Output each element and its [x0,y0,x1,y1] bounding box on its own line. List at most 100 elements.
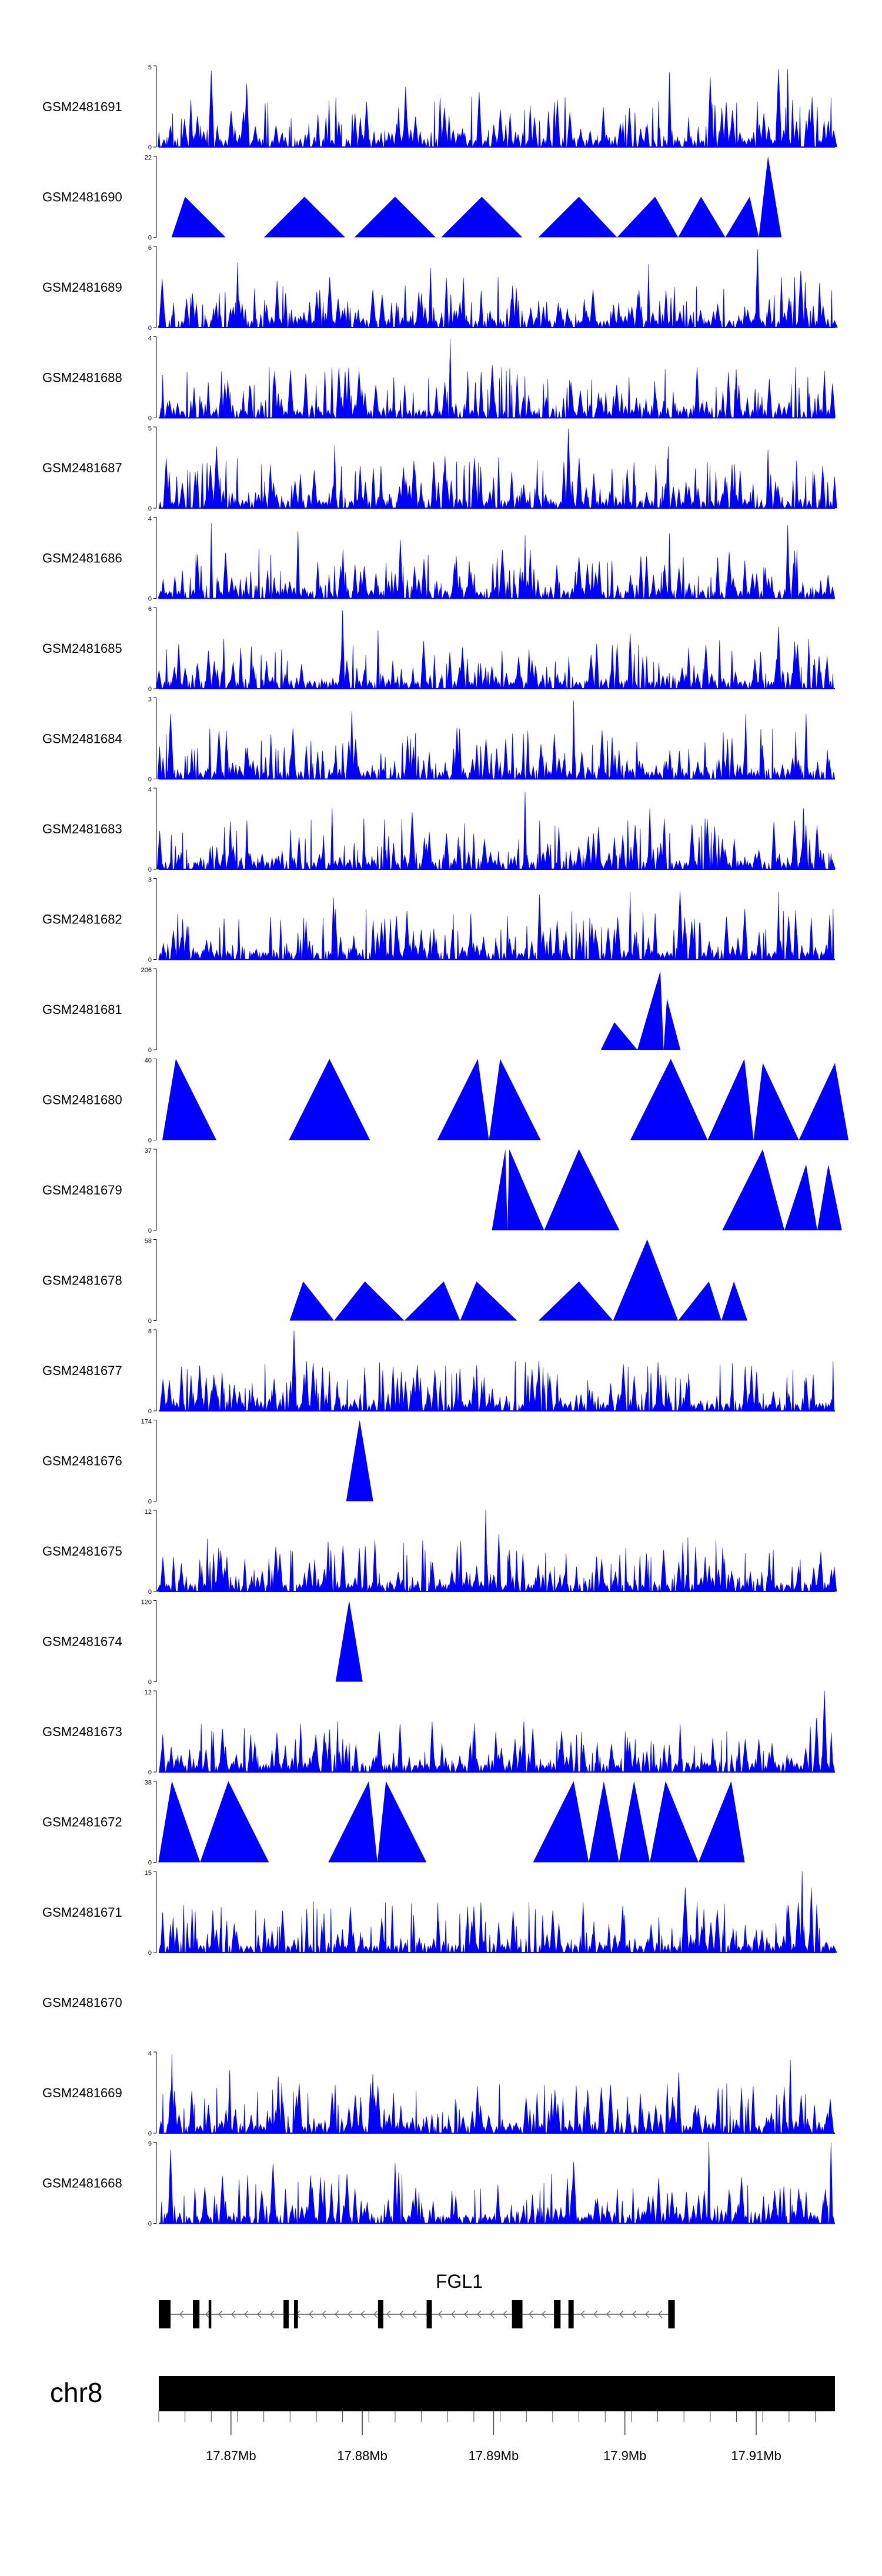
peak-mark [708,77,712,147]
y-tick-label-min: 0 [148,1769,152,1776]
peak-mark [228,2070,232,2133]
strand-chevron [218,2310,223,2318]
peak-mark [759,156,782,238]
gene-exon [159,2300,164,2328]
peak-mark [695,367,699,418]
coverage-area [159,338,836,418]
track-label: GSM2481668 [42,2176,122,2191]
strand-chevron [270,2310,275,2318]
peak-mark [803,1380,807,1411]
track-label: GSM2481681 [42,1002,122,1017]
gene-exon [208,2300,212,2328]
peak-mark [404,1281,460,1321]
peak-mark [322,1733,326,1772]
peak-mark [771,1549,776,1591]
peak-mark [350,711,354,779]
peak-mark [209,71,213,147]
peak-mark [443,456,447,508]
coverage-area [158,1871,837,1953]
peak-mark [480,1380,484,1411]
coverage-area [157,700,835,779]
y-tick-label-min: 0 [148,1047,152,1054]
y-tick-label-max: 4 [148,2050,152,2057]
peak-mark [538,1281,613,1321]
strand-chevron [244,2310,249,2318]
coverage-area [158,69,837,148]
gene-exon [294,2300,298,2328]
strand-chevron [529,2310,533,2318]
y-tick-label-max: 6 [148,606,152,613]
peak-mark [171,196,226,238]
strand-chevron [335,2310,339,2318]
y-tick-label-min: 0 [148,1318,152,1325]
peak-mark [630,1059,708,1140]
track-label: GSM2481680 [42,1093,122,1107]
strand-chevron [309,2310,313,2318]
peak-mark [492,1149,507,1230]
peak-mark [677,2072,681,2133]
peak-mark [377,1731,382,1772]
track-label: GSM2481691 [42,99,122,114]
peak-mark [572,700,576,779]
y-tick-label-max: 12 [145,1509,152,1516]
peak-mark [276,2076,280,2133]
strand-chevron [580,2310,585,2318]
peak-mark [314,1378,318,1411]
peak-mark [537,895,542,960]
peak-mark [698,1781,745,1863]
y-tick-label-max: 174 [141,1419,152,1426]
y-tick-label-min: 0 [148,686,152,693]
gene-exon [668,2300,675,2328]
peak-mark [766,449,770,508]
strand-chevron [503,2310,507,2318]
peak-mark [538,196,617,238]
peak-mark [507,1149,544,1230]
gene-exon [377,2300,383,2328]
peak-mark [354,196,436,238]
strand-chevron [451,2310,456,2318]
peak-mark [753,1063,799,1140]
track-label: GSM2481686 [42,551,122,566]
y-tick-label-min: 0 [148,1227,152,1234]
y-tick-label-min: 0 [148,1860,152,1867]
coverage-area [159,1690,835,1773]
gene-exon [554,2300,561,2328]
y-tick-label-max: 22 [145,155,152,162]
peak-mark [804,714,808,779]
axis-tick-label: 17.89Mb [469,2448,519,2463]
peak-mark [162,1059,216,1140]
y-tick-label-min: 0 [148,235,152,242]
y-tick-label-min: 0 [148,1950,152,1957]
track-label: GSM2481689 [42,280,122,295]
strand-chevron [438,2310,443,2318]
peak-mark [484,1510,488,1591]
strand-chevron [231,2310,236,2318]
y-tick-label-max: 4 [148,335,152,342]
peak-mark [169,2149,173,2224]
coverage-area [156,792,836,870]
peak-mark [340,610,345,689]
peak-mark [678,892,682,960]
peak-mark [437,1059,489,1140]
peak-mark [678,196,726,238]
y-tick-label-max: 58 [145,1238,152,1245]
y-tick-label-max: 4 [148,786,152,793]
peak-mark [158,1781,201,1863]
peak-mark [667,72,671,147]
peak-mark [686,1537,690,1591]
track-label: GSM2481674 [42,1634,122,1649]
y-tick-label-min: 0 [148,325,152,332]
peak-mark [722,1149,784,1230]
peak-mark [271,2164,275,2224]
strand-chevron [464,2310,469,2318]
peak-mark [648,808,652,869]
peak-mark [377,1781,427,1863]
y-tick-label-max: 4 [148,516,152,523]
strand-chevron [179,2310,184,2318]
peak-mark [333,445,337,508]
strand-chevron [322,2310,326,2318]
peak-mark [789,2060,793,2133]
track-label: GSM2481669 [42,2086,122,2100]
axis-tick-label: 17.87Mb [206,2448,256,2463]
